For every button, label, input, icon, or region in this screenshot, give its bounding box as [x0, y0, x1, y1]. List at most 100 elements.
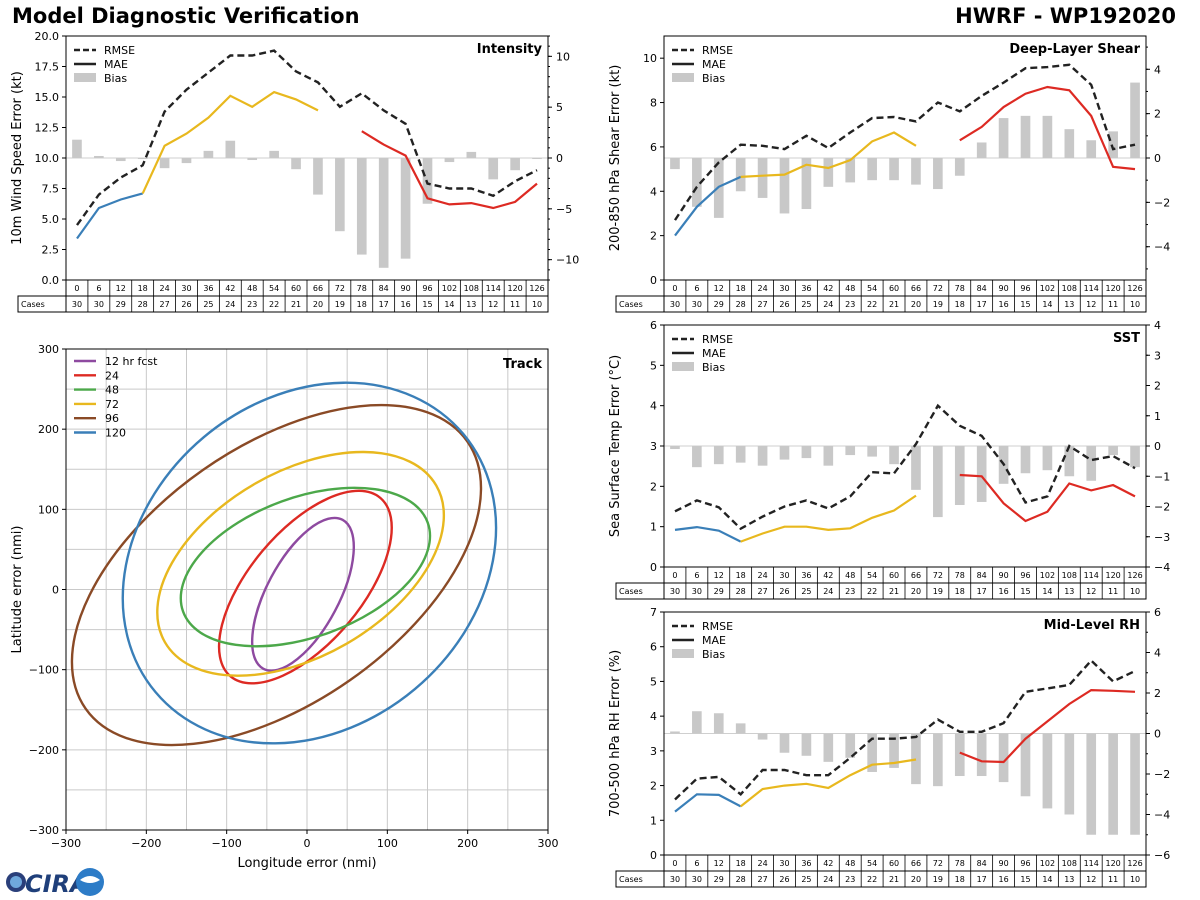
case-count: 28 — [138, 300, 148, 309]
lead-time-label: 60 — [889, 571, 899, 580]
case-count: 17 — [977, 875, 987, 884]
case-count: 27 — [159, 300, 169, 309]
lead-time-label: 6 — [96, 284, 101, 293]
case-count: 23 — [845, 587, 855, 596]
case-count: 24 — [823, 875, 833, 884]
legend-rmse-label: RMSE — [702, 333, 733, 346]
case-count: 19 — [933, 300, 943, 309]
bias-bar — [976, 733, 987, 777]
lead-time-label: 0 — [672, 859, 677, 868]
lead-time-label: 108 — [1062, 284, 1077, 293]
y-tick-label: 4 — [650, 400, 657, 413]
case-count: 15 — [1020, 587, 1030, 596]
bias-bar — [976, 446, 987, 502]
lead-time-label: 30 — [779, 284, 789, 293]
y2-tick-label: 2 — [1154, 380, 1161, 393]
lead-time-label: 24 — [159, 284, 169, 293]
bias-bar — [845, 733, 856, 758]
y-tick-label: 15.0 — [35, 91, 60, 104]
bias-bar — [1130, 446, 1140, 468]
y-tick-label: 7 — [650, 606, 657, 619]
y-tick-label: 0 — [52, 584, 59, 597]
chart-track: −300 −200 −100 0 100 200 300 −300 −200 −100 0 100 20… — [10, 343, 559, 871]
y-tick-label: 6 — [650, 141, 657, 154]
lead-time-label: 12 — [714, 571, 724, 580]
bias-bar — [225, 140, 236, 158]
case-count: 11 — [1108, 587, 1118, 596]
bias-bar — [378, 158, 389, 268]
mae-line — [959, 688, 1136, 764]
case-count: 30 — [692, 300, 702, 309]
case-count: 27 — [757, 587, 767, 596]
case-count: 20 — [313, 300, 323, 309]
bias-bar — [889, 158, 899, 181]
bias-bar — [1108, 131, 1118, 158]
lead-time-label: 96 — [422, 284, 432, 293]
bias-bar — [801, 733, 812, 756]
case-count: 30 — [670, 875, 680, 884]
case-count: 15 — [422, 300, 432, 309]
case-count: 30 — [692, 587, 702, 596]
x-tick-label: −100 — [212, 837, 242, 850]
legend-bias-swatch — [672, 362, 694, 371]
case-count: 23 — [845, 875, 855, 884]
legend-mae-label: MAE — [702, 634, 726, 647]
cases-row — [615, 870, 1147, 888]
case-count: 30 — [692, 875, 702, 884]
chart-title: Mid-Level RH — [1044, 618, 1140, 633]
lead-time-label: 48 — [845, 284, 855, 293]
y-tick-label: 2 — [650, 480, 657, 493]
y-tick-label: 4 — [650, 710, 657, 723]
bias-bar — [954, 158, 965, 176]
lead-time-label: 120 — [1105, 571, 1120, 580]
lead-time-label: 78 — [955, 859, 965, 868]
y2-tick-label: −4 — [1154, 561, 1170, 574]
bias-bar — [670, 446, 680, 450]
case-count: 25 — [801, 300, 811, 309]
y-axis-label: 700-500 hPa RH Error (%) — [608, 650, 623, 817]
bias-bar — [1042, 115, 1053, 158]
lead-time-label: 114 — [1084, 571, 1099, 580]
y-tick-label: 5 — [650, 359, 657, 372]
bias-bar — [889, 733, 899, 768]
bias-bar — [867, 158, 877, 181]
bias-bar — [291, 158, 301, 170]
mae-line — [361, 130, 538, 210]
lead-time-label: 120 — [1105, 859, 1120, 868]
y2-tick-label: 10 — [556, 50, 570, 63]
lead-time-label: 120 — [1105, 284, 1120, 293]
case-count: 10 — [1130, 875, 1140, 884]
bias-bar — [670, 158, 680, 170]
bias-bar — [1042, 733, 1053, 809]
legend-bias-label: Bias — [702, 361, 725, 374]
case-count: 22 — [867, 875, 877, 884]
case-count: 16 — [998, 587, 1008, 596]
y2-tick-label: 2 — [1154, 108, 1161, 121]
lead-time-label: 48 — [247, 284, 257, 293]
legend-rmse-label: RMSE — [702, 44, 733, 57]
bias-bar — [1108, 446, 1118, 456]
lead-time-label: 0 — [672, 284, 677, 293]
lead-time-label: 12 — [116, 284, 126, 293]
case-count: 13 — [1064, 587, 1074, 596]
lead-time-label: 66 — [313, 284, 323, 293]
y2-tick-label: 0 — [1154, 728, 1161, 741]
x-tick-label: 100 — [377, 837, 398, 850]
bias-bar — [867, 446, 877, 457]
case-count: 16 — [998, 300, 1008, 309]
y2-tick-label: 1 — [1154, 410, 1161, 423]
bias-bar — [1020, 115, 1031, 158]
lead-time-label: 72 — [933, 284, 943, 293]
chart-title: Intensity — [477, 42, 543, 57]
lead-time-label: 42 — [225, 284, 235, 293]
bias-bar — [867, 733, 877, 772]
x-tick-label: −200 — [131, 837, 161, 850]
rmse-line — [674, 403, 1136, 531]
bias-bar — [801, 158, 812, 210]
lead-time-label: 42 — [823, 859, 833, 868]
lead-time-label: 96 — [1020, 859, 1030, 868]
case-count: 14 — [1042, 587, 1052, 596]
y-tick-label: −300 — [29, 824, 59, 837]
y-tick-label: 1 — [650, 521, 657, 534]
y2-tick-label: 0 — [1154, 440, 1161, 453]
